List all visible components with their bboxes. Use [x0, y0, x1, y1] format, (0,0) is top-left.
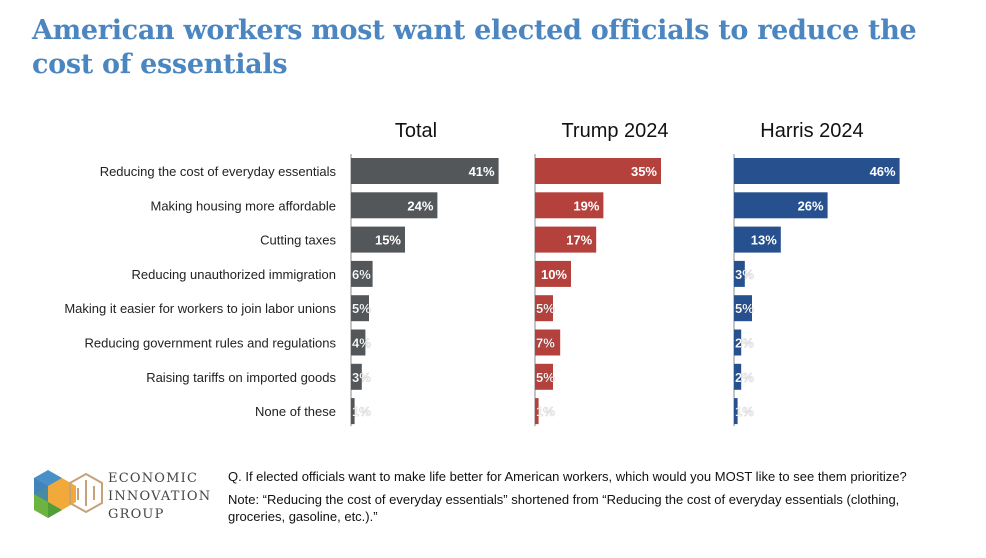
data-label: 46%	[870, 164, 896, 179]
data-label: 24%	[407, 198, 433, 213]
eig-logo-icon	[28, 466, 106, 531]
data-label: 5%	[536, 301, 555, 316]
data-label: 17%	[566, 233, 592, 248]
bar	[734, 363, 742, 390]
bar	[734, 329, 742, 356]
bar	[351, 295, 369, 322]
data-label: 3%	[352, 370, 371, 385]
bar	[734, 260, 745, 287]
bar	[535, 192, 604, 219]
data-label: 5%	[536, 370, 555, 385]
survey-question: Q. If elected officials want to make lif…	[228, 469, 907, 484]
bar	[535, 158, 661, 184]
bar	[351, 260, 373, 287]
category-label: Reducing government rules and regulation…	[85, 336, 337, 351]
bar	[535, 363, 553, 390]
logo-line-3: GROUP	[108, 507, 165, 522]
footnote: Note: “Reducing the cost of everyday ess…	[228, 492, 900, 524]
data-label: 3%	[735, 267, 754, 282]
series-header: Trump 2024	[561, 120, 668, 142]
data-label: 35%	[631, 164, 657, 179]
bar	[734, 192, 828, 219]
category-label: Reducing unauthorized immigration	[131, 267, 336, 282]
data-label: 15%	[375, 233, 401, 248]
data-label: 5%	[352, 301, 371, 316]
bar	[535, 398, 539, 425]
bar	[351, 226, 405, 253]
bar	[734, 226, 781, 253]
category-label: None of these	[255, 404, 336, 419]
bar	[535, 295, 553, 322]
logo-line-1: ECONOMIC	[108, 471, 199, 486]
category-label: Raising tariffs on imported goods	[146, 370, 336, 385]
data-label: 41%	[469, 164, 495, 179]
category-label: Cutting taxes	[260, 233, 336, 248]
bar	[535, 329, 561, 356]
data-label: 5%	[735, 301, 754, 316]
data-label: 10%	[541, 267, 567, 282]
logo-line-2: INNOVATION	[108, 489, 212, 504]
bar	[535, 260, 571, 287]
data-label: 6%	[352, 267, 371, 282]
bar	[734, 398, 738, 425]
data-label: 2%	[735, 370, 754, 385]
bar	[351, 158, 499, 184]
data-label: 19%	[573, 198, 599, 213]
bar	[351, 398, 355, 425]
data-label: 13%	[751, 233, 777, 248]
bar-chart: Reducing the cost of everyday essentials…	[64, 120, 900, 427]
data-label: 2%	[735, 336, 754, 351]
chart-title: American workers most want elected offic…	[32, 15, 917, 80]
bar	[734, 295, 752, 322]
data-label: 1%	[352, 404, 371, 419]
bar	[351, 363, 362, 390]
bar	[351, 329, 366, 356]
bar	[351, 192, 438, 219]
bar	[535, 226, 597, 253]
eig-logo-text: ECONOMIC INNOVATION GROUP	[108, 470, 211, 524]
data-label: 26%	[798, 198, 824, 213]
category-label: Reducing the cost of everyday essentials	[100, 164, 337, 179]
bar	[734, 158, 900, 184]
category-label: Making it easier for workers to join lab…	[64, 301, 336, 316]
category-label: Making housing more affordable	[151, 198, 337, 213]
data-label: 1%	[735, 404, 754, 419]
data-label: 4%	[352, 336, 371, 351]
data-label: 1%	[536, 404, 555, 419]
series-header: Harris 2024	[760, 120, 863, 142]
data-label: 7%	[536, 336, 555, 351]
series-header: Total	[395, 120, 437, 142]
